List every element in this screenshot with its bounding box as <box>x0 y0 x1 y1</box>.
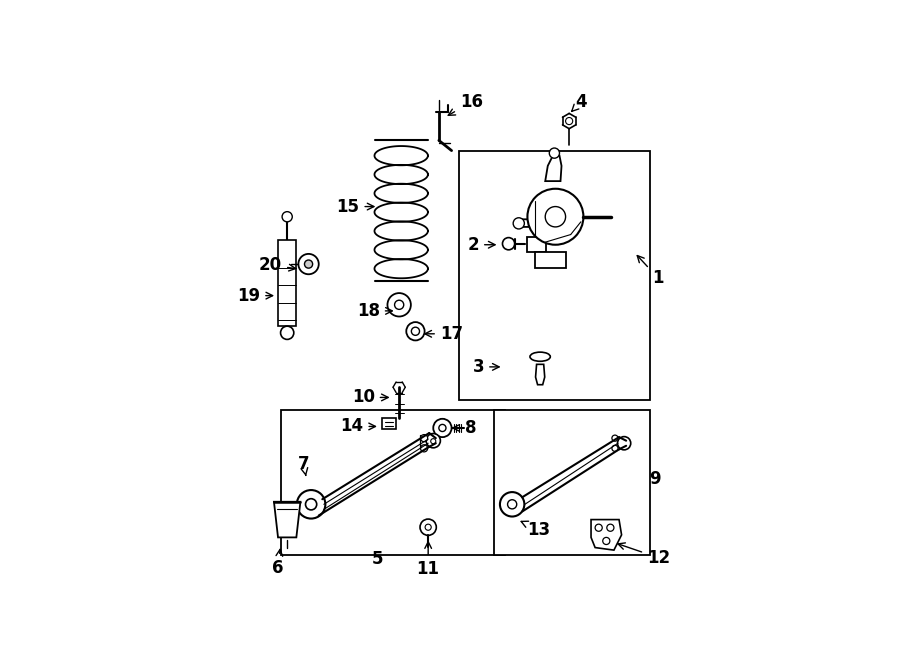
Text: 2: 2 <box>467 236 495 254</box>
Circle shape <box>513 217 525 229</box>
Text: 15: 15 <box>337 198 374 215</box>
Text: 9: 9 <box>650 470 662 488</box>
Text: 19: 19 <box>237 287 273 305</box>
Polygon shape <box>536 364 544 385</box>
Circle shape <box>297 490 326 519</box>
Circle shape <box>612 446 618 451</box>
Bar <box>382 418 396 430</box>
Text: 7: 7 <box>298 455 310 475</box>
Text: 11: 11 <box>417 542 440 578</box>
Circle shape <box>420 434 427 442</box>
Text: 5: 5 <box>372 550 383 568</box>
Circle shape <box>508 500 517 509</box>
Polygon shape <box>545 156 562 181</box>
Text: 20: 20 <box>259 256 295 274</box>
Bar <box>281 410 505 555</box>
Text: 18: 18 <box>356 302 392 320</box>
Polygon shape <box>527 237 546 253</box>
Circle shape <box>420 445 427 452</box>
Text: 3: 3 <box>472 358 500 376</box>
Circle shape <box>545 207 565 227</box>
Circle shape <box>426 434 440 447</box>
Text: 6: 6 <box>273 549 284 577</box>
Bar <box>459 151 650 400</box>
Circle shape <box>607 524 614 531</box>
Text: 1: 1 <box>637 256 663 287</box>
Circle shape <box>406 322 425 340</box>
Circle shape <box>617 437 631 450</box>
Polygon shape <box>274 502 301 537</box>
Circle shape <box>420 519 436 535</box>
Circle shape <box>299 254 319 274</box>
Circle shape <box>527 189 583 245</box>
Circle shape <box>282 212 292 222</box>
Circle shape <box>305 498 317 510</box>
Circle shape <box>411 327 419 335</box>
Circle shape <box>281 326 293 339</box>
Circle shape <box>500 492 525 516</box>
Text: 17: 17 <box>425 325 463 343</box>
Circle shape <box>387 293 411 317</box>
Circle shape <box>439 424 446 432</box>
Text: 8: 8 <box>453 419 477 437</box>
Bar <box>494 410 650 555</box>
Circle shape <box>304 260 312 268</box>
Polygon shape <box>591 520 622 550</box>
Bar <box>278 240 296 326</box>
Text: 4: 4 <box>572 93 587 112</box>
Polygon shape <box>536 253 565 268</box>
Circle shape <box>394 300 404 309</box>
Circle shape <box>603 537 610 545</box>
Circle shape <box>425 524 431 530</box>
Circle shape <box>565 118 572 125</box>
Circle shape <box>502 237 515 250</box>
Circle shape <box>433 419 452 437</box>
Circle shape <box>595 524 602 531</box>
Text: 10: 10 <box>352 389 388 407</box>
Text: 13: 13 <box>521 521 551 539</box>
Ellipse shape <box>530 352 550 362</box>
Text: 12: 12 <box>618 543 670 566</box>
Text: 16: 16 <box>448 93 482 116</box>
Text: 14: 14 <box>340 418 375 436</box>
Polygon shape <box>518 219 543 227</box>
Circle shape <box>612 435 618 441</box>
Circle shape <box>431 439 436 444</box>
Circle shape <box>549 148 560 158</box>
